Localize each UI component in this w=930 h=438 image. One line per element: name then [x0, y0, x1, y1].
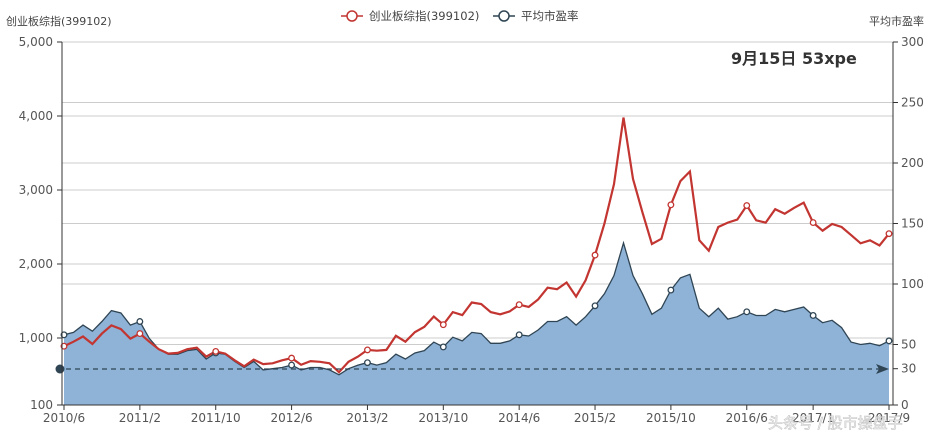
x-tick-label: 2017/9 [868, 411, 910, 425]
pe-line [63, 240, 890, 376]
right-tick-label: 200 [901, 156, 924, 170]
legend-circle-icon [346, 10, 358, 22]
x-tick-label: 2017/1 [792, 411, 834, 425]
right-tick-label: 50 [901, 338, 916, 352]
left-tick-label: 1,000 [19, 331, 53, 345]
x-tick-label: 2011/10 [191, 411, 241, 425]
legend-label-pe: 平均市盈率 [521, 9, 579, 23]
x-axis: 2010/6 2011/2 2011/10 2012/6 2013/2 2013/10 20… [43, 404, 910, 425]
left-tick-label: 2,000 [19, 257, 53, 271]
markline-start-dot [55, 364, 65, 374]
markline-arrow-icon [876, 364, 889, 374]
right-tick-label: 100 [901, 277, 924, 291]
right-tick-label: 300 [901, 35, 924, 49]
right-tick-label: 150 [901, 217, 924, 231]
legend-item-pe[interactable]: 平均市盈率 [493, 9, 579, 23]
gridlines [62, 41, 893, 345]
x-tick-label: 2014/6 [498, 411, 540, 425]
left-tick-label: 4,000 [19, 109, 53, 123]
pe-area [64, 242, 889, 405]
right-axis-name: 平均市盈率 [869, 14, 924, 28]
x-tick-label: 2015/2 [574, 411, 616, 425]
legend-item-index[interactable]: 创业板综指(399102) [341, 9, 479, 23]
x-tick-label: 2012/6 [270, 411, 312, 425]
x-tick-label: 2016/6 [726, 411, 768, 425]
left-axis-name: 创业板综指(399102) [6, 14, 112, 28]
watermark: 头条号 / 股市操盘手 [768, 414, 903, 432]
left-tick-label: 5,000 [19, 35, 53, 49]
index-line [63, 117, 890, 374]
right-tick-label: 0 [901, 398, 909, 412]
left-tick-label: 3,000 [19, 183, 53, 197]
x-tick-label: 2011/2 [119, 411, 161, 425]
x-tick-label: 2013/10 [418, 411, 468, 425]
x-tick-label: 2015/10 [646, 411, 696, 425]
right-tick-label: 30 [901, 362, 916, 376]
legend-label-index: 创业板综指(399102) [369, 9, 479, 23]
annotation-text: 9月15日 53xpe [731, 49, 857, 68]
legend: 创业板综指(399102) 平均市盈率 [341, 9, 579, 23]
left-tick-label: 100 [30, 398, 53, 412]
left-axis: 5,000 4,000 3,000 2,000 1,000 100 创业板综指(39910… [6, 14, 112, 412]
legend-circle-icon [498, 10, 510, 22]
x-tick-label: 2010/6 [43, 411, 85, 425]
point-markers [60, 201, 893, 369]
x-tick-label: 2013/2 [346, 411, 388, 425]
right-tick-label: 250 [901, 96, 924, 110]
